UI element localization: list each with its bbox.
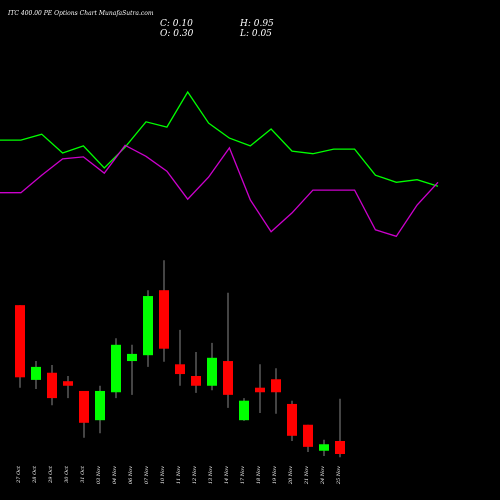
indicator-line [0,144,439,238]
candle-body [95,390,105,421]
candle-body [175,364,185,375]
x-tick-label: 21 Nov [304,466,310,485]
x-tick-label: 18 Nov [256,466,262,484]
candle-body [319,444,329,451]
x-tick-label: 30 Oct [64,465,70,483]
chart-title: ITC 400.00 PE Options Chart MunafaSutra.… [7,10,154,17]
x-tick-label: 03 Nov [96,466,102,484]
candle-body [63,381,73,386]
candle-body [239,400,249,421]
x-tick-label: 24 Nov [320,466,326,485]
candle-body [287,403,297,436]
candle-body [207,357,217,386]
x-tick-label: 12 Nov [192,466,198,484]
candle-body [335,441,345,454]
candle-body [271,379,281,393]
x-tick-label: 31 Oct [80,465,86,483]
candle-body [111,344,121,393]
x-tick-label: 13 Nov [208,466,214,484]
x-tick-label: 11 Nov [176,466,182,484]
x-tick-label: 20 Nov [288,466,294,485]
candle-body [15,305,25,378]
x-tick-label: 27 Oct [16,465,22,484]
candle-body [303,424,313,447]
x-tick-label: 17 Nov [240,466,246,484]
candle-body [255,387,265,393]
low-label: L: 0.05 [239,29,272,39]
candle-body [79,390,89,423]
x-tick-label: 19 Nov [272,466,278,484]
x-tick-label: 25 Nov [336,466,342,485]
close-label: C: 0.10 [160,19,193,29]
indicator-line [0,90,439,187]
x-tick-label: 29 Oct [48,465,54,484]
high-label: H: 0.95 [239,19,274,29]
candle-body [127,353,137,362]
x-tick-label: 06 Nov [128,466,134,484]
x-tick-label: 14 Nov [224,466,230,484]
candle-body [47,372,57,399]
candle-body [31,366,41,380]
x-tick-label: 10 Nov [160,466,166,484]
x-tick-label: 28 Oct [32,465,38,484]
candle-body [159,290,169,349]
candle-body [191,376,201,386]
x-tick-label: 04 Nov [112,466,118,484]
x-tick-label: 07 Nov [144,466,150,484]
candle-body [143,296,153,356]
candle-body [223,361,233,395]
open-label: O: 0.30 [160,29,194,39]
